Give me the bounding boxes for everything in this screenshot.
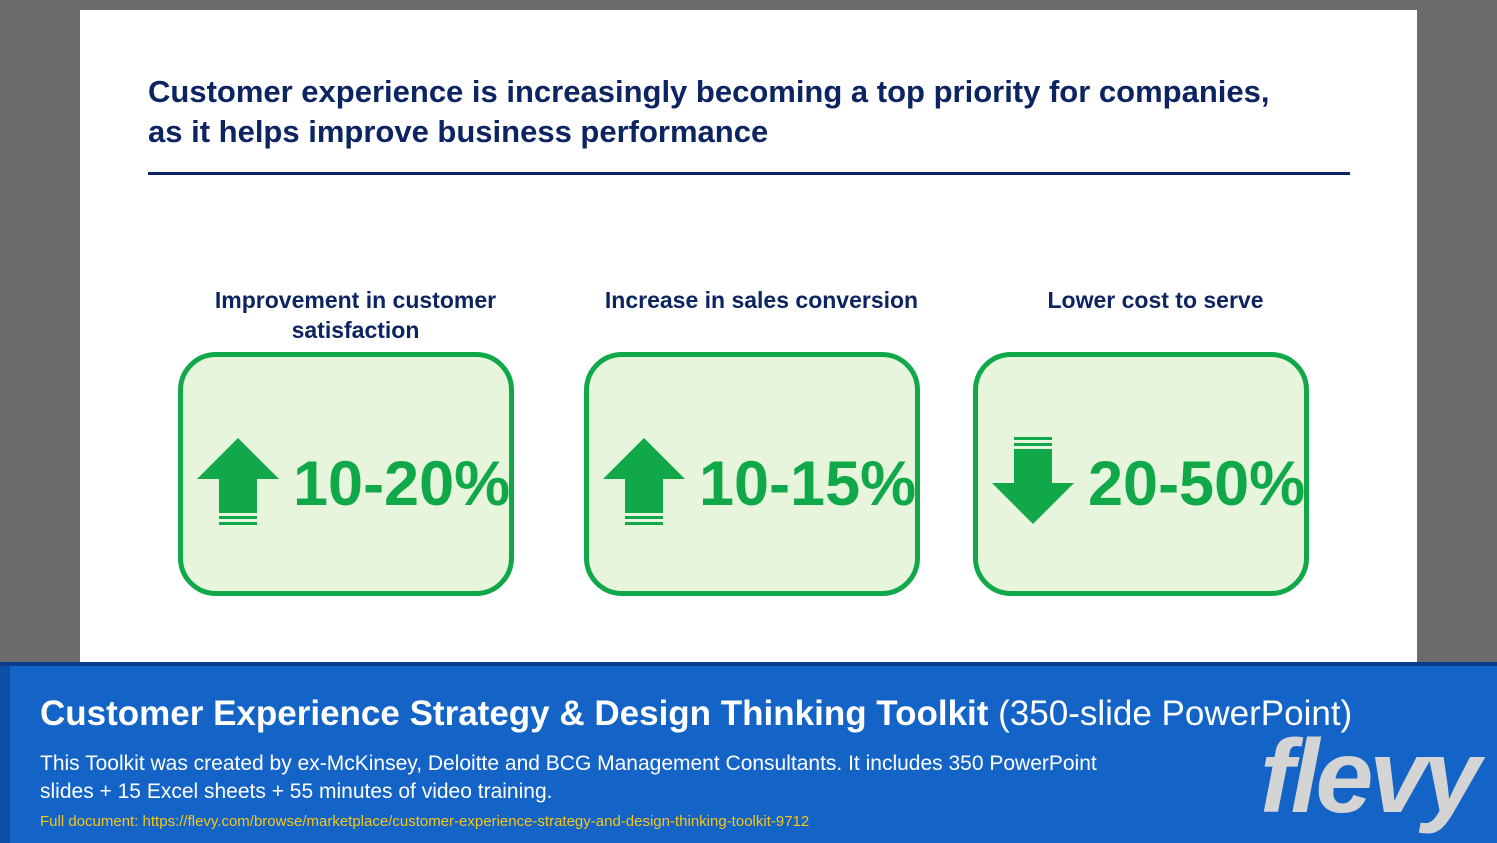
banner-edge xyxy=(0,666,10,843)
metric-value-satisfaction: 10-20% xyxy=(293,449,511,519)
metric-card-satisfaction: 10-20% xyxy=(178,352,514,596)
banner-title: Customer Experience Strategy & Design Th… xyxy=(40,692,1352,736)
banner-title-format: (350-slide PowerPoint) xyxy=(988,694,1353,733)
slide-title: Customer experience is increasingly beco… xyxy=(148,74,1270,149)
promo-banner: Customer Experience Strategy & Design Th… xyxy=(0,662,1497,843)
title-divider xyxy=(148,172,1350,175)
metric-label-sales-conversion: Increase in sales conversion xyxy=(604,287,919,313)
banner-description: This Toolkit was created by ex-McKinsey,… xyxy=(40,752,1097,803)
metric-label-satisfaction: Improvement in customer satisfaction xyxy=(214,287,497,343)
down-arrow-icon xyxy=(992,437,1074,524)
up-arrow-icon xyxy=(603,438,685,525)
metric-value-cost-to-serve: 20-50% xyxy=(1088,449,1306,519)
full-document-link[interactable]: Full document: https://flevy.com/browse/… xyxy=(40,813,810,830)
metric-label-cost-to-serve: Lower cost to serve xyxy=(1047,287,1264,313)
banner-title-product: Customer Experience Strategy & Design Th… xyxy=(40,694,989,733)
slide: Customer experience is increasingly beco… xyxy=(80,10,1417,670)
flevy-logo[interactable]: flevy xyxy=(1259,719,1481,835)
up-arrow-icon xyxy=(197,438,279,525)
metric-card-sales-conversion: 10-15% xyxy=(584,352,920,596)
metric-card-cost-to-serve: 20-50% xyxy=(973,352,1309,596)
metric-value-sales-conversion: 10-15% xyxy=(699,449,917,519)
